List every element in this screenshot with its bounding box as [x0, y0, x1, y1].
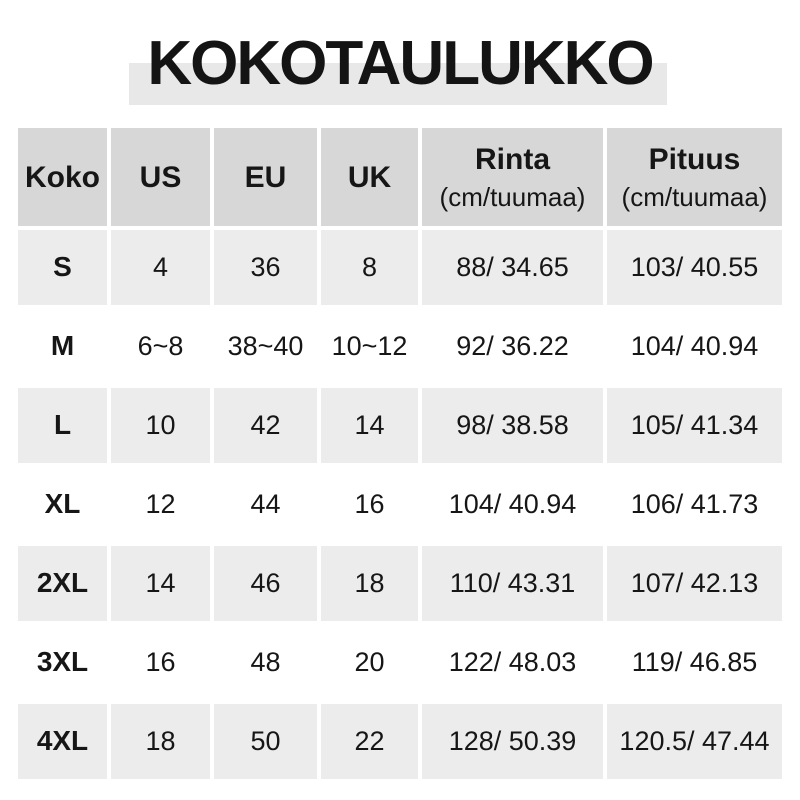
- us-cell: 4: [111, 230, 210, 305]
- pituus-cell: 105/ 41.34: [607, 388, 782, 463]
- column-header-unit: (cm/tuumaa): [621, 181, 768, 212]
- size-cell: M: [18, 309, 107, 384]
- column-header-rinta: Rinta (cm/tuumaa): [422, 128, 603, 226]
- page-title: KOKOTAULUKKO: [147, 29, 654, 98]
- pituus-cell: 106/ 41.73: [607, 467, 782, 542]
- us-cell: 6~8: [111, 309, 210, 384]
- column-header-uk: UK: [321, 128, 418, 226]
- size-cell: 4XL: [18, 704, 107, 779]
- rinta-cell: 92/ 36.22: [422, 309, 603, 384]
- column-header-label: UK: [347, 160, 392, 194]
- us-cell: 10: [111, 388, 210, 463]
- column-header-pituus: Pituus (cm/tuumaa): [607, 128, 782, 226]
- eu-cell: 46: [214, 546, 317, 621]
- us-cell: 12: [111, 467, 210, 542]
- column-header-label: Pituus: [648, 142, 741, 176]
- column-header-label: Rinta: [475, 142, 550, 176]
- column-header-us: US: [111, 128, 210, 226]
- rinta-cell: 88/ 34.65: [422, 230, 603, 305]
- pituus-cell: 119/ 46.85: [607, 625, 782, 700]
- size-cell: 3XL: [18, 625, 107, 700]
- pituus-cell: 104/ 40.94: [607, 309, 782, 384]
- uk-cell: 8: [321, 230, 418, 305]
- rinta-cell: 128/ 50.39: [422, 704, 603, 779]
- us-cell: 16: [111, 625, 210, 700]
- eu-cell: 36: [214, 230, 317, 305]
- uk-cell: 18: [321, 546, 418, 621]
- rinta-cell: 104/ 40.94: [422, 467, 603, 542]
- uk-cell: 16: [321, 467, 418, 542]
- size-cell: S: [18, 230, 107, 305]
- column-header-label: EU: [244, 160, 287, 194]
- eu-cell: 42: [214, 388, 317, 463]
- rinta-cell: 110/ 43.31: [422, 546, 603, 621]
- uk-cell: 14: [321, 388, 418, 463]
- rinta-cell: 98/ 38.58: [422, 388, 603, 463]
- eu-cell: 44: [214, 467, 317, 542]
- us-cell: 14: [111, 546, 210, 621]
- uk-cell: 10~12: [321, 309, 418, 384]
- column-header-eu: EU: [214, 128, 317, 226]
- size-cell: 2XL: [18, 546, 107, 621]
- size-cell: L: [18, 388, 107, 463]
- eu-cell: 38~40: [214, 309, 317, 384]
- us-cell: 18: [111, 704, 210, 779]
- size-cell: XL: [18, 467, 107, 542]
- size-chart-table: Koko US EU UK Rinta (cm/tuumaa) Pituus (…: [18, 128, 782, 779]
- pituus-cell: 103/ 40.55: [607, 230, 782, 305]
- pituus-cell: 120.5/ 47.44: [607, 704, 782, 779]
- pituus-cell: 107/ 42.13: [607, 546, 782, 621]
- column-header-label: Koko: [25, 160, 100, 194]
- uk-cell: 20: [321, 625, 418, 700]
- column-header-unit: (cm/tuumaa): [439, 181, 586, 212]
- column-header-label: US: [139, 160, 182, 194]
- rinta-cell: 122/ 48.03: [422, 625, 603, 700]
- uk-cell: 22: [321, 704, 418, 779]
- eu-cell: 48: [214, 625, 317, 700]
- column-header-koko: Koko: [18, 128, 107, 226]
- title-highlight: [129, 63, 667, 105]
- eu-cell: 50: [214, 704, 317, 779]
